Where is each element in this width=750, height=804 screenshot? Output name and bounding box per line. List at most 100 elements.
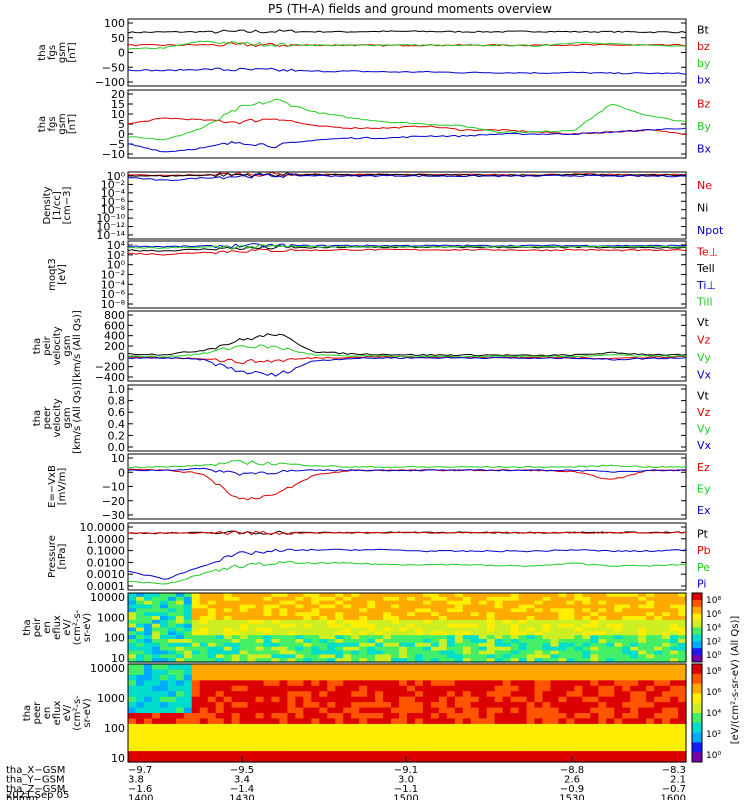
heatmap-cell <box>247 713 257 720</box>
heatmap-cell <box>614 745 623 752</box>
heatmap-cell <box>430 685 440 692</box>
legend-entry: by <box>697 57 711 70</box>
heatmap-cell <box>263 608 273 613</box>
heatmap-cell <box>167 669 177 676</box>
heatmap-cell <box>502 612 512 617</box>
heatmap-cell <box>279 631 289 636</box>
heatmap-cell <box>470 713 480 720</box>
heatmap-cell <box>662 596 671 602</box>
heatmap-cell <box>231 600 241 606</box>
heatmap-cell <box>542 635 552 640</box>
heatmap-cell <box>526 756 536 763</box>
heatmap-cell <box>167 740 177 747</box>
legend-entry: bx <box>697 74 711 87</box>
heatmap-cell <box>351 616 360 621</box>
heatmap-cell <box>638 600 647 606</box>
heatmap-cell <box>215 608 225 613</box>
heatmap-cell <box>335 596 344 602</box>
heatmap-cell <box>128 664 137 671</box>
x-tick-value: 3.0 <box>398 775 414 786</box>
heatmap-cell <box>606 608 615 613</box>
heatmap-cell <box>510 608 520 613</box>
heatmap-cell <box>630 674 639 681</box>
y-tick-label: 10⁻² <box>101 269 125 282</box>
heatmap-cell <box>622 631 631 636</box>
heatmap-cell <box>383 702 392 709</box>
heatmap-cell <box>287 729 296 736</box>
heatmap-cell <box>598 723 607 730</box>
heatmap-cell <box>550 658 560 663</box>
heatmap-cell <box>175 713 185 720</box>
heatmap-cell <box>143 646 153 652</box>
heatmap-cell <box>375 718 384 725</box>
heatmap-cell <box>550 674 560 681</box>
heatmap-cell <box>367 669 376 676</box>
heatmap-cell <box>327 685 336 692</box>
heatmap-cell <box>399 740 408 747</box>
heatmap-cell <box>335 680 344 687</box>
heatmap-cell <box>550 604 560 609</box>
heatmap-cell <box>335 756 344 763</box>
heatmap-cell <box>662 616 671 621</box>
series-line-Vt <box>127 333 687 357</box>
heatmap-cell <box>287 623 296 629</box>
heatmap-cell <box>159 713 169 720</box>
heatmap-cell <box>335 702 344 709</box>
heatmap-cell <box>590 639 599 644</box>
heatmap-cell <box>518 664 528 671</box>
heatmap-cell <box>422 604 432 609</box>
heatmap-cell <box>271 612 281 617</box>
heatmap-cell <box>391 642 400 648</box>
heatmap-cell <box>295 713 304 720</box>
heatmap-cell <box>247 631 257 636</box>
heatmap-cell <box>375 740 384 747</box>
heatmap-cell <box>223 664 233 671</box>
heatmap-cell <box>279 639 289 644</box>
y-axis-label: tha <box>32 410 43 426</box>
heatmap-cell <box>558 596 568 602</box>
heatmap-cell <box>566 685 575 692</box>
heatmap-cell <box>175 740 185 747</box>
heatmap-cell <box>351 593 360 598</box>
heatmap-cell <box>646 616 655 621</box>
heatmap-cell <box>558 685 568 692</box>
heatmap-cell <box>542 631 552 636</box>
heatmap-cell <box>670 723 679 730</box>
heatmap-cell <box>446 685 456 692</box>
heatmap-cell <box>255 691 265 698</box>
heatmap-cell <box>327 623 336 629</box>
heatmap-cell <box>279 713 289 720</box>
heatmap-cell <box>622 596 631 602</box>
heatmap-cell <box>638 674 647 681</box>
heatmap-cell <box>271 635 281 640</box>
heatmap-cell <box>422 718 432 725</box>
heatmap-cell <box>622 696 631 703</box>
heatmap-cell <box>470 702 480 709</box>
heatmap-cell <box>207 604 217 609</box>
heatmap-cell <box>414 616 424 621</box>
heatmap-cell <box>247 646 257 652</box>
heatmap-cell <box>446 646 456 652</box>
heatmap-cell <box>375 669 384 676</box>
heatmap-cell <box>678 619 687 625</box>
heatmap-cell <box>638 734 647 741</box>
heatmap-cell <box>534 650 544 655</box>
heatmap-cell <box>558 650 568 655</box>
heatmap-cell <box>303 642 312 648</box>
heatmap-cell <box>223 756 233 763</box>
heatmap-cell <box>407 604 416 609</box>
heatmap-cell <box>598 740 607 747</box>
heatmap-cell <box>151 729 161 736</box>
heatmap-cell <box>606 650 615 655</box>
heatmap-cell <box>255 654 265 659</box>
heatmap-cell <box>670 756 679 763</box>
heatmap-cell <box>574 639 583 644</box>
heatmap-cell <box>271 702 281 709</box>
heatmap-cell <box>502 664 512 671</box>
heatmap-cell <box>407 635 416 640</box>
heatmap-cell <box>446 718 456 725</box>
heatmap-cell <box>582 642 591 648</box>
heatmap-cell <box>678 658 687 663</box>
heatmap-cell <box>582 756 591 763</box>
